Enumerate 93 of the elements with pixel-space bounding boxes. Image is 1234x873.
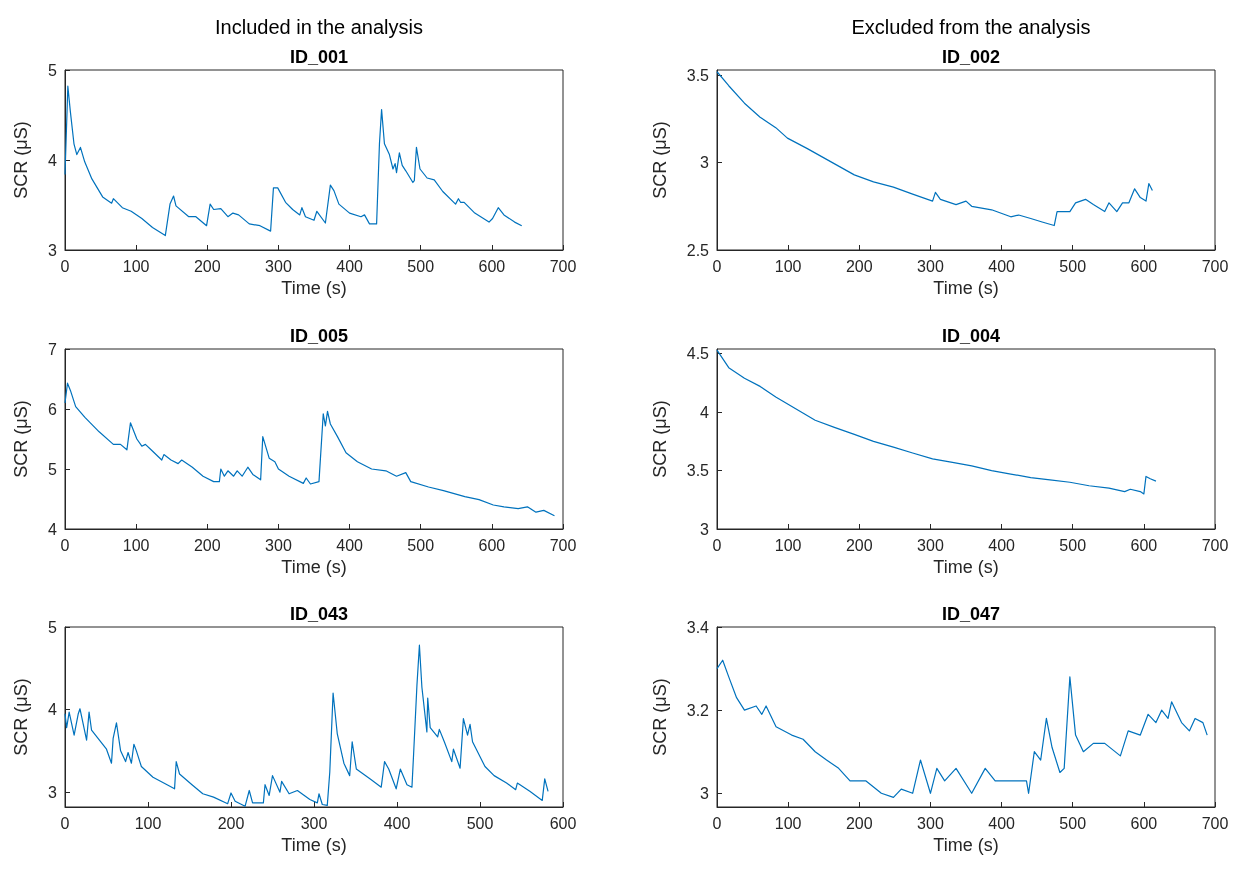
y-tick-label: 3 — [700, 154, 710, 172]
chart-title: ID_047 — [941, 604, 1001, 624]
text: Included in the analysis — [215, 16, 423, 38]
x-tick-label: 400 — [383, 814, 411, 832]
chart-title: ID_002 — [941, 47, 1001, 67]
y-axis-title: SCR (μS) — [650, 121, 670, 199]
x-tick-label: 100 — [122, 257, 150, 275]
x-tick-label: 100 — [774, 257, 802, 275]
x-tick-label: 300 — [917, 257, 944, 275]
chart-title: ID_001 — [289, 47, 349, 67]
y-tick-label: 6 — [48, 400, 58, 417]
x-axis-title: Time (s) — [281, 834, 347, 855]
x-tick-label: 200 — [845, 257, 873, 275]
y-tick-label: 3 — [700, 520, 710, 537]
y-axis-title: SCR (μS) — [11, 678, 31, 756]
x-tick-label: 400 — [988, 536, 1016, 553]
y-tick-label: 3.5 — [686, 66, 710, 84]
x-tick-label: 400 — [336, 536, 364, 553]
x-tick-label: 0 — [712, 257, 722, 275]
x-tick-label: 500 — [1059, 814, 1087, 832]
x-tick-label: 700 — [1201, 814, 1229, 832]
x-tick-label: 400 — [988, 257, 1016, 275]
x-tick-label: 0 — [712, 814, 722, 832]
x-tick-label: 200 — [845, 814, 873, 832]
x-tick-label: 200 — [193, 536, 221, 553]
x-tick-label: 100 — [774, 814, 802, 832]
x-axis-title: Time (s) — [281, 556, 347, 577]
x-tick-label: 300 — [917, 536, 944, 553]
x-tick-label: 0 — [60, 536, 70, 553]
x-tick-label: 200 — [845, 536, 873, 553]
x-tick-label: 600 — [1130, 536, 1158, 553]
line-series — [716, 349, 1157, 495]
x-tick-label: 200 — [217, 814, 245, 832]
x-tick-label: 0 — [60, 814, 70, 832]
x-tick-label: 500 — [407, 536, 435, 553]
x-tick-label: 0 — [60, 257, 70, 275]
y-tick-label: 3 — [700, 784, 710, 802]
x-tick-label: 600 — [1130, 257, 1158, 275]
y-axis-title: SCR (μS) — [11, 121, 31, 199]
x-tick-label: 300 — [265, 257, 292, 275]
y-tick-label: 3 — [48, 783, 58, 801]
x-tick-label: 500 — [466, 814, 494, 832]
x-axis-title: Time (s) — [933, 277, 999, 298]
y-tick-label: 4 — [48, 520, 58, 537]
y-tick-label: 4 — [48, 701, 58, 719]
x-tick-label: 100 — [774, 536, 802, 553]
x-tick-label: 500 — [1059, 257, 1087, 275]
x-tick-label: 700 — [549, 536, 577, 553]
x-axis-title: Time (s) — [933, 556, 999, 577]
y-tick-label: 4.5 — [686, 344, 710, 362]
x-tick-label: 500 — [1059, 536, 1087, 553]
x-tick-label: 700 — [549, 257, 577, 275]
y-tick-label: 5 — [48, 460, 58, 477]
y-tick-label: 3 — [48, 241, 58, 259]
y-axis-title: SCR (μS) — [650, 399, 670, 478]
x-tick-label: 600 — [1130, 814, 1158, 832]
y-tick-label: 7 — [48, 340, 58, 357]
x-tick-label: 700 — [1201, 536, 1229, 553]
line-series — [64, 644, 549, 807]
line-series — [64, 85, 523, 237]
chart-title: ID_004 — [941, 325, 1001, 346]
x-tick-label: 500 — [407, 257, 435, 275]
y-axis-title: SCR (μS) — [11, 399, 31, 478]
x-tick-label: 100 — [134, 814, 162, 832]
x-tick-label: 300 — [917, 814, 944, 832]
x-tick-label: 400 — [336, 257, 364, 275]
x-tick-label: 700 — [1201, 257, 1229, 275]
x-axis-title: Time (s) — [933, 834, 999, 855]
x-tick-label: 0 — [712, 536, 722, 553]
text: Excluded from the analysis — [851, 16, 1091, 38]
y-tick-label: 3.2 — [686, 701, 710, 719]
y-axis-title: SCR (μS) — [650, 678, 670, 756]
x-tick-label: 300 — [265, 536, 292, 553]
y-tick-label: 3.5 — [686, 461, 710, 479]
x-axis-title: Time (s) — [281, 277, 347, 298]
y-tick-label: 3.4 — [686, 618, 710, 636]
line-series — [64, 382, 556, 516]
y-tick-label: 4 — [48, 151, 58, 169]
x-tick-label: 600 — [478, 536, 506, 553]
y-tick-label: 5 — [48, 61, 58, 79]
y-tick-label: 2.5 — [686, 241, 710, 259]
y-tick-label: 5 — [48, 618, 58, 636]
y-tick-label: 4 — [700, 403, 710, 421]
x-tick-label: 200 — [193, 257, 221, 275]
chart-title: ID_005 — [289, 325, 349, 346]
x-tick-label: 300 — [300, 814, 328, 832]
x-tick-label: 100 — [122, 536, 150, 553]
x-tick-label: 600 — [478, 257, 506, 275]
line-series — [716, 659, 1208, 799]
line-series — [716, 71, 1153, 227]
x-tick-label: 400 — [988, 814, 1016, 832]
x-tick-label: 600 — [549, 814, 577, 832]
chart-title: ID_043 — [289, 604, 349, 624]
